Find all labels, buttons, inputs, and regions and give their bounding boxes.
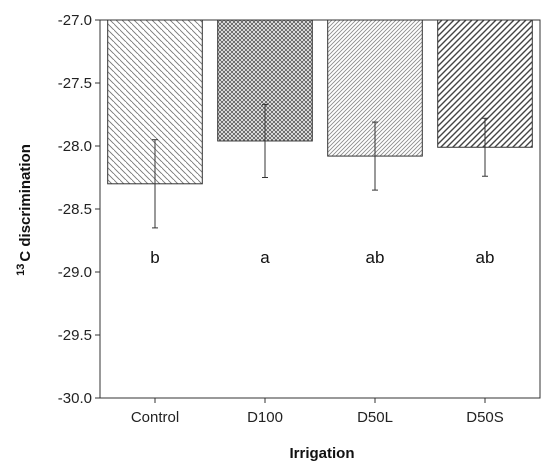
x-axis-title: Irrigation bbox=[289, 445, 354, 462]
significance-letter: b bbox=[150, 248, 159, 267]
x-axis: Control D100 D50L D50S bbox=[131, 398, 504, 426]
bar-d100 bbox=[217, 19, 313, 142]
y-tick-label: -29.0 bbox=[58, 264, 92, 281]
significance-letter: ab bbox=[476, 248, 495, 267]
significance-letter: a bbox=[260, 248, 270, 267]
y-tick-label: -28.5 bbox=[58, 201, 92, 218]
y-tick-label: -28.0 bbox=[58, 138, 92, 155]
x-tick-label: D50S bbox=[466, 409, 504, 426]
x-tick-label: Control bbox=[131, 409, 179, 426]
y-tick-label: -30.0 bbox=[58, 390, 92, 407]
x-tick-label: D100 bbox=[247, 409, 283, 426]
significance-letter: ab bbox=[366, 248, 385, 267]
y-axis-title-text: C discrimination bbox=[17, 144, 34, 262]
x-tick-label: D50L bbox=[357, 409, 393, 426]
y-axis: -27.0 -27.5 -28.0 -28.5 -29.0 -29.5 -30.0 bbox=[58, 12, 100, 407]
y-tick-label: -27.5 bbox=[58, 75, 92, 92]
y-axis-title-superscript: 13 bbox=[15, 264, 27, 276]
y-axis-title: 13 C discrimination bbox=[15, 144, 34, 276]
y-tick-label: -27.0 bbox=[58, 12, 92, 29]
bars-group: b a ab ab bbox=[107, 19, 533, 267]
y-tick-label: -29.5 bbox=[58, 327, 92, 344]
